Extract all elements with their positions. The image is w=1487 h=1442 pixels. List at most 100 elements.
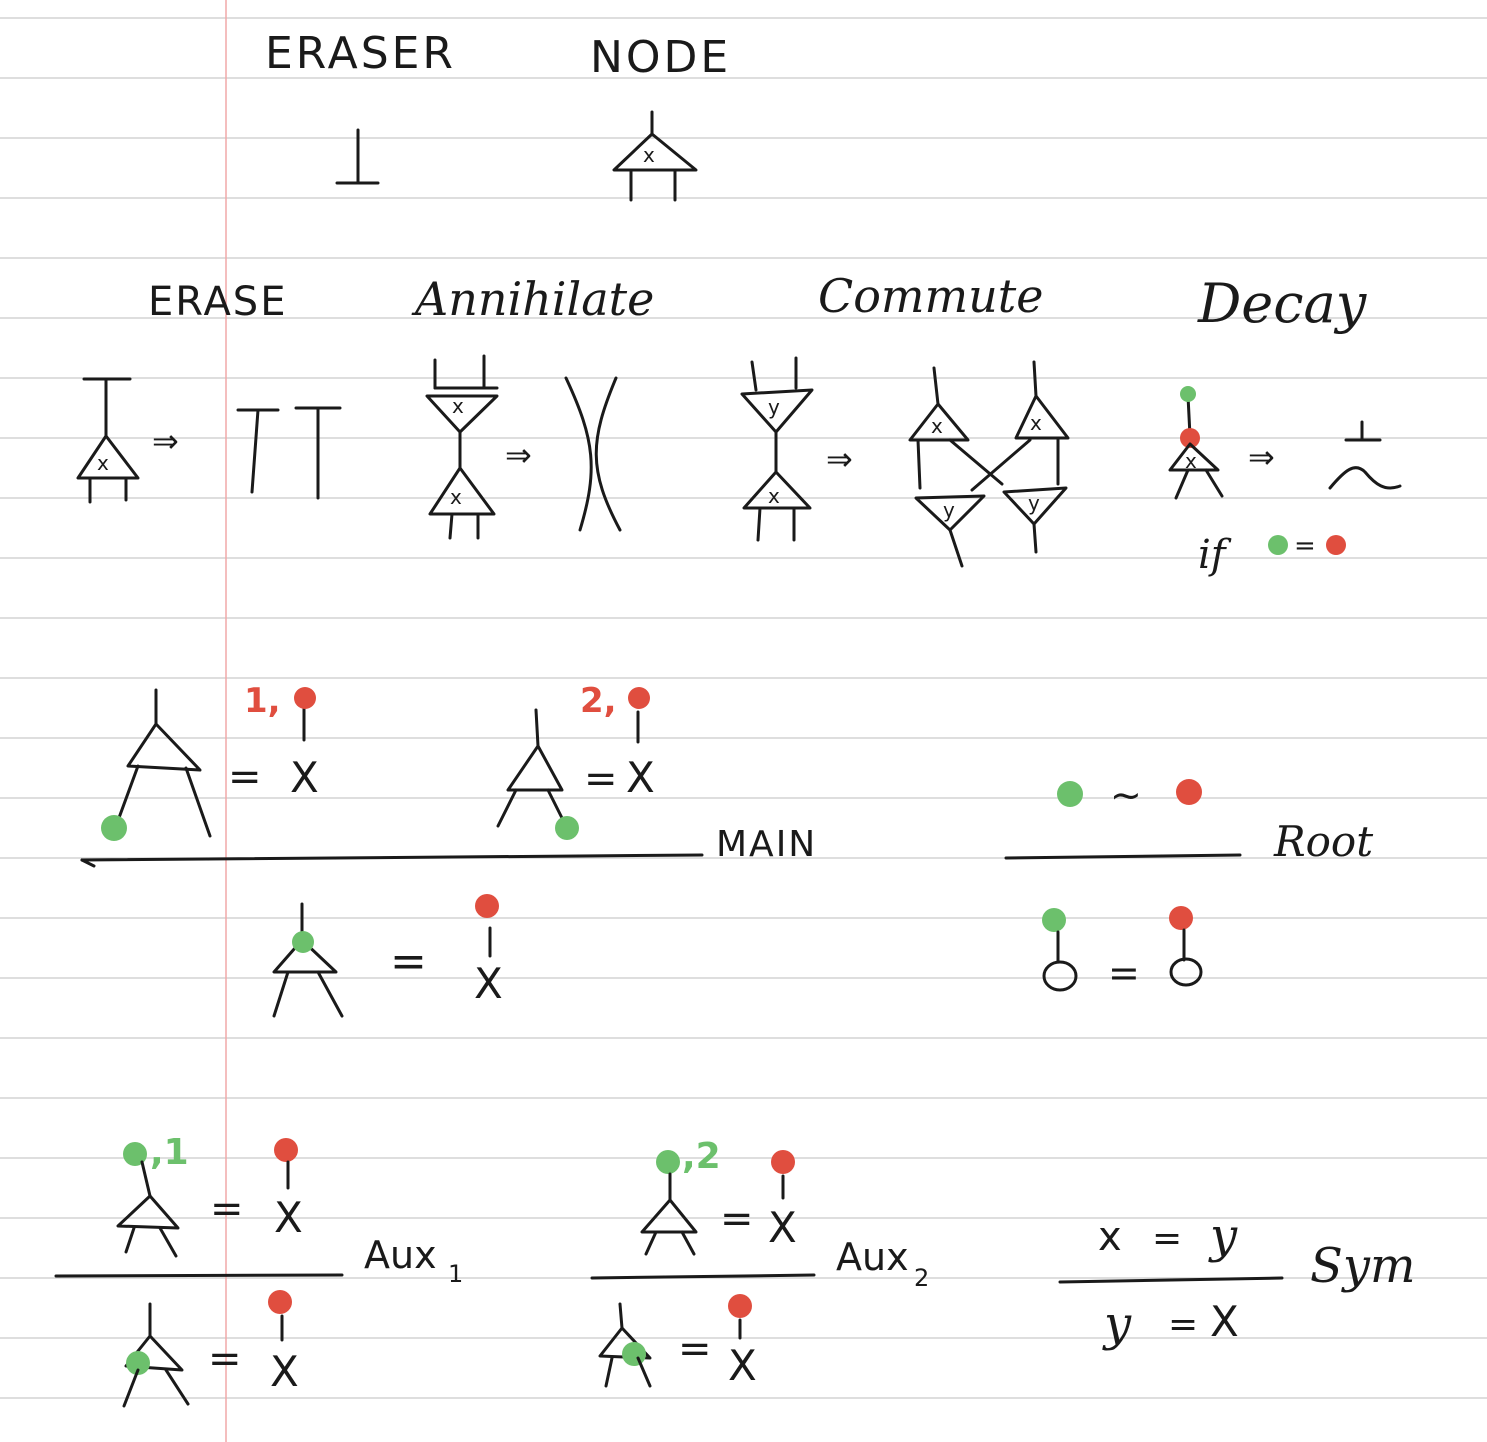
decay-condition-eq: = (1294, 531, 1316, 561)
red-port-icon (1176, 779, 1202, 805)
red-port-icon (475, 894, 499, 918)
annihilate-arrow-icon: ⇒ (505, 436, 532, 474)
sym-inference-line (1058, 1276, 1284, 1284)
svg-text:x: x (1185, 449, 1197, 473)
sym-rule-label: Sym (1310, 1238, 1416, 1294)
main-conclusion: = X (272, 894, 503, 1018)
commute-arrow-icon: ⇒ (826, 440, 853, 478)
aux2-inference-line (590, 1273, 816, 1280)
green-port-icon (1057, 781, 1083, 807)
svg-text:=: = (210, 1186, 244, 1232)
rule-title-erase: ERASE (148, 279, 287, 325)
green-port-icon (1042, 908, 1066, 932)
svg-text:=: = (584, 756, 618, 802)
svg-text:x: x (450, 485, 462, 509)
svg-text:=: = (228, 754, 262, 800)
svg-text:X: X (274, 1193, 303, 1242)
erase-result-erasers (236, 406, 342, 500)
svg-text:X: X (290, 753, 319, 802)
svg-text:y: y (1102, 1296, 1132, 1352)
svg-text:=: = (1108, 951, 1140, 995)
green-port-icon (123, 1142, 147, 1166)
commute-result-network: x x y y (908, 360, 1070, 568)
decay-condition-green-port-icon (1268, 535, 1288, 555)
root-premise: ~ (1057, 773, 1202, 817)
red-port-icon (1180, 428, 1200, 448)
decay-result (1328, 420, 1402, 490)
annihilate-result-cross (564, 376, 622, 532)
red-port-icon (274, 1138, 298, 1162)
root-rule-label: Root (1273, 817, 1373, 866)
svg-text:x: x (931, 414, 943, 438)
svg-text:y: y (768, 395, 780, 419)
annihilate-rule-diagram: x x (425, 354, 499, 540)
svg-text:x: x (768, 484, 780, 508)
main-rule-label: MAIN (716, 824, 817, 865)
red-port-icon (728, 1294, 752, 1318)
erase-arrow-icon: ⇒ (152, 422, 179, 460)
red-port-icon (294, 687, 316, 709)
rule-title-annihilate: Annihilate (411, 272, 654, 326)
aux2-conclusion: = X (598, 1294, 757, 1390)
svg-text:=: = (1152, 1218, 1182, 1259)
heading-eraser: ERASER (265, 28, 456, 79)
aux2-rule-subscript: 2 (914, 1264, 929, 1292)
svg-text:=: = (720, 1196, 754, 1242)
root-inference-line (1004, 853, 1242, 860)
svg-text:x: x (1030, 411, 1042, 435)
decay-if-label: if (1198, 532, 1232, 578)
main-premise-2: = X 2, (496, 681, 655, 840)
svg-text:X: X (728, 1341, 757, 1390)
svg-text:X: X (626, 753, 655, 802)
aux1-rule-label: Aux (364, 1233, 437, 1277)
svg-text:=: = (208, 1336, 242, 1382)
main-inference-line (80, 853, 704, 862)
svg-text:X: X (474, 959, 503, 1008)
eraser-symbol-icon (335, 128, 380, 185)
aux2-label: ,2 (682, 1136, 721, 1177)
aux1-label: ,1 (150, 1132, 189, 1173)
main-label-2: 2, (580, 681, 617, 721)
sym-premise: x = y (1098, 1208, 1238, 1264)
erase-rule-diagram: x (76, 377, 140, 504)
svg-text:~: ~ (1110, 773, 1142, 817)
commute-rule-diagram: y x (740, 356, 814, 542)
green-port-icon (622, 1342, 646, 1366)
green-port-icon (1180, 386, 1196, 402)
svg-text:=: = (678, 1326, 712, 1372)
svg-text:=: = (1168, 1304, 1198, 1345)
red-port-icon (1169, 906, 1193, 930)
node-label-x: x (643, 143, 655, 167)
svg-text:y: y (943, 498, 955, 522)
root-conclusion: = (1042, 906, 1203, 995)
decay-rule-diagram: x (1168, 386, 1224, 500)
green-port-icon (656, 1150, 680, 1174)
aux1-premise: ,1 = X (116, 1132, 303, 1258)
svg-text:X: X (270, 1347, 299, 1396)
green-port-icon (292, 931, 314, 953)
svg-text:X: X (1210, 1297, 1239, 1346)
sym-conclusion: y = X (1102, 1296, 1239, 1352)
red-port-icon (771, 1150, 795, 1174)
red-port-icon (628, 687, 650, 709)
erase-node-label: x (97, 451, 109, 475)
aux2-premise: ,2 = X (640, 1136, 797, 1256)
svg-text:X: X (768, 1203, 797, 1252)
aux1-rule-subscript: 1 (448, 1260, 463, 1288)
svg-text:y: y (1208, 1208, 1238, 1264)
green-port-icon (555, 816, 579, 840)
svg-text:x: x (1098, 1214, 1122, 1260)
aux1-conclusion: = X (122, 1290, 299, 1408)
rule-title-commute: Commute (818, 269, 1043, 323)
rule-title-decay: Decay (1197, 272, 1368, 335)
main-premise-1: = X 1, (101, 681, 319, 841)
green-port-icon (126, 1351, 150, 1375)
svg-text:x: x (452, 394, 464, 418)
heading-node: NODE (590, 32, 731, 83)
green-port-icon (101, 815, 127, 841)
decay-arrow-icon: ⇒ (1248, 438, 1275, 476)
red-port-icon (268, 1290, 292, 1314)
aux2-rule-label: Aux (836, 1235, 909, 1279)
